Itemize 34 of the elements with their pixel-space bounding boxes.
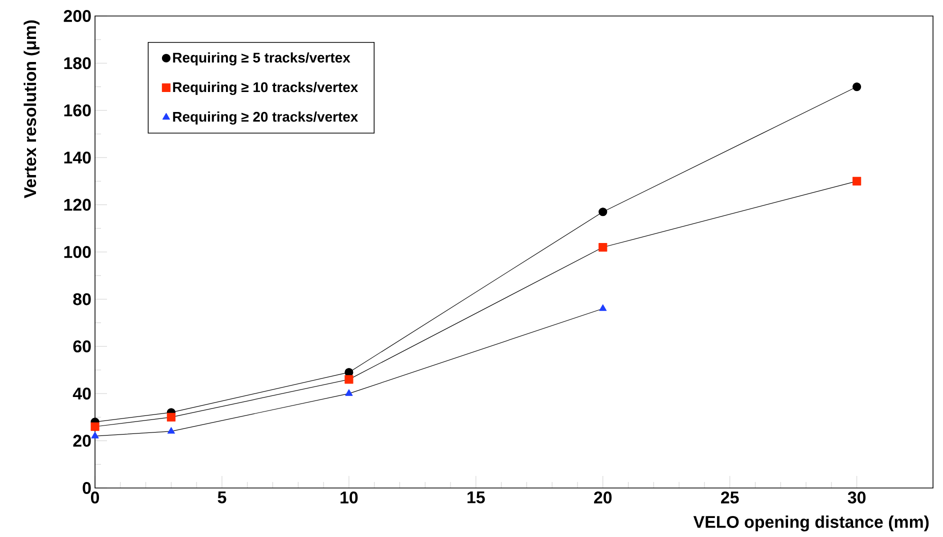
y-tick-label: 60 (73, 340, 91, 352)
point (852, 82, 862, 92)
point (852, 176, 862, 186)
y-tick-label: 200 (64, 10, 91, 22)
legend-label: Requiring ≥ 10 tracks/vertex (173, 82, 358, 95)
x-tick-label: 0 (90, 492, 100, 504)
point (344, 375, 354, 384)
point (598, 208, 608, 216)
y-tick-label: 180 (64, 57, 91, 70)
y-axis-title: Vertex resolution (μm) (24, 20, 40, 198)
x-tick-label: 5 (218, 492, 226, 504)
y-tick-label: 40 (72, 388, 91, 400)
y-tick-label: 160 (64, 104, 91, 116)
legend-label: Requiring ≥ 5 tracks/vertex (173, 52, 350, 66)
point (599, 304, 607, 311)
point (90, 422, 100, 431)
point (598, 242, 608, 252)
point (166, 412, 176, 422)
point (167, 427, 175, 434)
y-tick-label: 100 (64, 246, 91, 258)
x-tick-label: 25 (721, 492, 739, 504)
x-tick-label: 30 (848, 492, 866, 504)
y-tick-label: 0 (82, 482, 91, 494)
y-tick-label: 20 (73, 434, 91, 447)
x-tick-label: 20 (594, 492, 612, 504)
x-axis-title: VELO opening distance (mm) (693, 516, 929, 532)
y-tick-label: 80 (73, 293, 91, 306)
y-tick-label: 140 (64, 152, 91, 164)
legend-label: Requiring ≥ 20 tracks/vertex (173, 112, 358, 125)
point (345, 389, 353, 396)
point (91, 432, 99, 438)
y-tick-label: 120 (64, 198, 91, 211)
x-tick-label: 15 (468, 492, 485, 504)
x-tick-label: 10 (340, 492, 358, 504)
